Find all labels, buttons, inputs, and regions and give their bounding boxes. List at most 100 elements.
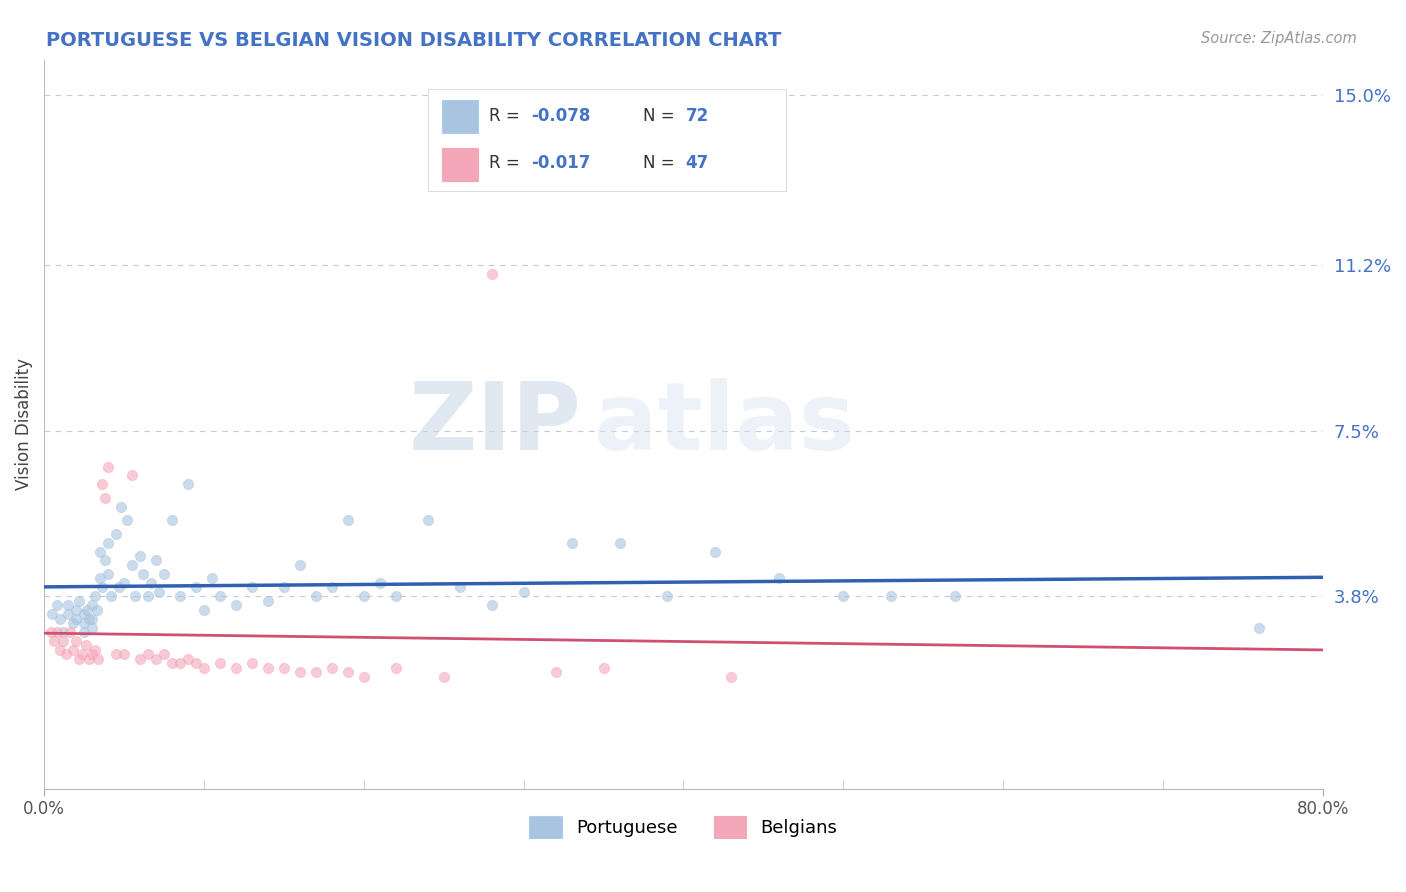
Point	[449, 580, 471, 594]
Point	[67, 652, 90, 666]
Point	[129, 652, 152, 666]
Point	[49, 643, 72, 657]
Point	[121, 468, 143, 483]
Point	[132, 566, 155, 581]
Point	[225, 598, 247, 612]
Point	[80, 648, 103, 662]
Point	[257, 593, 280, 607]
Point	[208, 657, 231, 671]
Point	[832, 589, 855, 603]
Point	[112, 648, 135, 662]
Point	[561, 535, 583, 549]
Point	[56, 607, 79, 621]
Point	[55, 648, 77, 662]
Point	[288, 558, 311, 572]
Point	[336, 513, 359, 527]
Point	[240, 580, 263, 594]
Point	[177, 477, 200, 491]
Point	[73, 616, 96, 631]
Point	[124, 589, 146, 603]
Point	[353, 589, 375, 603]
Text: PORTUGUESE VS BELGIAN VISION DISABILITY CORRELATION CHART: PORTUGUESE VS BELGIAN VISION DISABILITY …	[46, 31, 782, 50]
Point	[592, 661, 614, 675]
Point	[141, 575, 163, 590]
Point	[65, 634, 87, 648]
Point	[100, 589, 122, 603]
Point	[89, 571, 111, 585]
Point	[62, 643, 84, 657]
Point	[80, 611, 103, 625]
Point	[321, 580, 343, 594]
Point	[86, 602, 108, 616]
Point	[94, 553, 117, 567]
Legend: Portuguese, Belgians: Portuguese, Belgians	[522, 809, 845, 845]
Point	[184, 580, 207, 594]
Point	[384, 661, 406, 675]
Point	[657, 589, 679, 603]
Point	[73, 625, 96, 640]
Point	[42, 634, 65, 648]
Point	[65, 602, 87, 616]
Point	[105, 648, 128, 662]
Point	[481, 598, 503, 612]
Y-axis label: Vision Disability: Vision Disability	[15, 358, 32, 490]
Point	[80, 621, 103, 635]
Point	[41, 607, 63, 621]
Point	[704, 544, 727, 558]
Point	[45, 625, 67, 640]
Point	[75, 639, 97, 653]
Point	[73, 607, 96, 621]
Point	[288, 665, 311, 680]
Point	[481, 267, 503, 281]
Point	[305, 589, 328, 603]
Point	[84, 589, 107, 603]
Point	[76, 602, 98, 616]
Point	[321, 661, 343, 675]
Point	[720, 670, 742, 684]
Point	[609, 535, 631, 549]
Point	[153, 648, 176, 662]
Point	[160, 513, 183, 527]
Point	[384, 589, 406, 603]
Point	[169, 589, 191, 603]
Point	[201, 571, 224, 585]
Point	[880, 589, 903, 603]
Point	[433, 670, 456, 684]
Point	[59, 625, 82, 640]
Point	[145, 652, 167, 666]
Point	[153, 566, 176, 581]
Point	[943, 589, 966, 603]
Point	[97, 566, 120, 581]
Point	[512, 584, 534, 599]
Point	[208, 589, 231, 603]
Point	[90, 477, 112, 491]
Point	[193, 661, 215, 675]
Point	[136, 648, 159, 662]
Point	[39, 625, 62, 640]
Point	[273, 580, 295, 594]
Point	[184, 657, 207, 671]
Point	[240, 657, 263, 671]
Point	[768, 571, 790, 585]
Point	[368, 575, 391, 590]
Point	[336, 665, 359, 680]
Point	[129, 549, 152, 563]
Point	[544, 665, 567, 680]
Point	[52, 634, 75, 648]
Point	[77, 611, 100, 625]
Point	[160, 657, 183, 671]
Point	[110, 500, 132, 514]
Point	[177, 652, 200, 666]
Point	[77, 652, 100, 666]
Point	[90, 580, 112, 594]
Point	[148, 584, 170, 599]
Point	[52, 625, 75, 640]
Point	[65, 611, 87, 625]
Point	[121, 558, 143, 572]
Point	[67, 593, 90, 607]
Text: ZIP: ZIP	[408, 378, 581, 470]
Text: Source: ZipAtlas.com: Source: ZipAtlas.com	[1201, 31, 1357, 46]
Text: atlas: atlas	[593, 378, 855, 470]
Point	[45, 598, 67, 612]
Point	[416, 513, 439, 527]
